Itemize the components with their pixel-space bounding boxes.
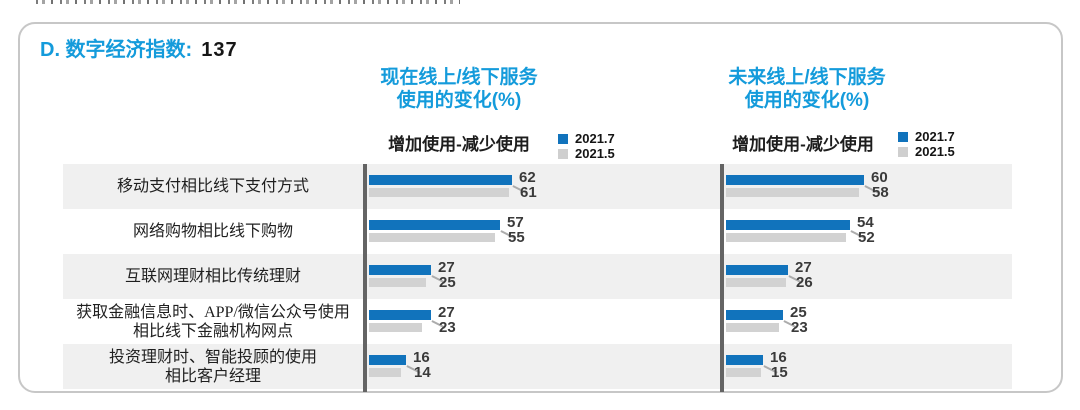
value-label-2021-7: 27 (438, 304, 455, 321)
value-label-2021-7: 16 (770, 349, 787, 366)
bar-2021-5 (369, 188, 509, 197)
bar-2021-5 (726, 233, 846, 242)
bar-2021-5 (369, 233, 495, 242)
value-label-2021-7: 54 (857, 214, 874, 231)
value-label-2021-5: 23 (439, 319, 456, 336)
row-band (63, 164, 1012, 209)
series-2021-5-swatch (898, 146, 908, 157)
left-chart-title-line2: 使用的变化(%) (396, 90, 522, 111)
value-label-2021-5: 23 (791, 319, 808, 336)
series-2021-7-swatch (558, 133, 568, 144)
clipped-text-remnant (36, 0, 460, 4)
category-labels: 移动支付相比线下支付方式 网络购物相比线下购物 互联网理财相比传统理财获取金融信息时… (63, 164, 363, 389)
category-label-line: 获取金融信息时、APP/微信公众号使用 (76, 303, 350, 321)
bar-2021-7 (726, 175, 864, 185)
legend-item: 2021.5 (898, 144, 1008, 159)
right-axis-label: 增加使用-减少使用 (732, 135, 874, 154)
legend-label: 2021.5 (915, 144, 955, 159)
category-label-line: 相比线下金融机构网点 (132, 322, 293, 340)
value-label-2021-7: 27 (438, 259, 455, 276)
bar-2021-5 (726, 278, 786, 287)
bar-2021-5 (726, 368, 761, 377)
right-chart-axis (720, 164, 724, 392)
right-legend: 2021.7 2021.5 (898, 129, 1008, 159)
value-label-2021-5: 52 (858, 229, 875, 246)
category-label-line: 相比客户经理 (164, 367, 261, 385)
legend-label: 2021.5 (575, 146, 615, 161)
value-label-2021-7: 62 (519, 169, 536, 186)
category-label: 网络购物相比线下购物 (63, 209, 363, 254)
series-2021-7-swatch (898, 131, 908, 142)
category-label: 获取金融信息时、APP/微信公众号使用 相比线下金融机构网点 (63, 299, 363, 344)
legend-label: 2021.7 (915, 129, 955, 144)
category-label-line: 网络购物相比线下购物 (132, 223, 293, 240)
legend-item: 2021.7 (558, 131, 668, 146)
value-label-2021-7: 60 (871, 169, 888, 186)
series-2021-5-swatch (558, 148, 568, 159)
value-label-2021-5: 14 (414, 364, 431, 381)
value-label-2021-5: 26 (796, 274, 813, 291)
left-chart-plot: 62 61 57 55 27 25 27 23 16 14 (369, 164, 674, 389)
left-axis-label: 增加使用-减少使用 (388, 135, 530, 154)
row-band (63, 344, 1012, 389)
legend-item: 2021.7 (898, 129, 1008, 144)
category-label-line: 移动支付相比线下支付方式 (116, 178, 309, 195)
bar-2021-7 (726, 355, 763, 365)
bar-2021-7 (369, 265, 431, 275)
category-label: 移动支付相比线下支付方式 (63, 164, 363, 209)
value-label-2021-7: 57 (507, 214, 524, 231)
chart-card: D. 数字经济指数: 137 现在线上/线下服务 使用的变化(%) 未来线上/线… (18, 22, 1063, 393)
bar-2021-5 (369, 278, 426, 287)
page-title-label: D. 数字经济指数: (40, 39, 193, 61)
right-chart-plot: 60 58 54 52 27 26 25 23 16 15 (726, 164, 1031, 389)
bar-2021-7 (726, 310, 783, 320)
row-band (63, 299, 1012, 344)
category-label-line: 投资理财时、智能投顾的使用 (108, 348, 317, 366)
bar-2021-7 (369, 220, 500, 230)
category-label: 投资理财时、智能投顾的使用 相比客户经理 (63, 344, 363, 389)
bar-2021-7 (369, 175, 512, 185)
legend-item: 2021.5 (558, 146, 668, 161)
bar-2021-7 (369, 310, 431, 320)
value-label-2021-5: 55 (508, 229, 525, 246)
right-chart-title-line2: 使用的变化(%) (744, 90, 870, 111)
bar-2021-5 (726, 188, 859, 197)
value-label-2021-5: 61 (520, 184, 537, 201)
bar-2021-5 (726, 323, 779, 332)
category-label: 互联网理财相比传统理财 (63, 254, 363, 299)
value-label-2021-5: 25 (439, 274, 456, 291)
bar-2021-7 (369, 355, 406, 365)
left-chart-axis (363, 164, 367, 392)
value-label-2021-5: 58 (872, 184, 889, 201)
left-chart-title-line1: 现在线上/线下服务 (380, 67, 538, 88)
value-label-2021-7: 25 (790, 304, 807, 321)
legend-label: 2021.7 (575, 131, 615, 146)
right-chart-title-line1: 未来线上/线下服务 (728, 67, 886, 88)
bar-2021-5 (369, 323, 422, 332)
page-title-value: 137 (201, 39, 238, 61)
left-chart-title: 现在线上/线下服务 使用的变化(%) (334, 66, 584, 112)
category-label-line: 互联网理财相比传统理财 (124, 268, 301, 285)
value-label-2021-7: 27 (795, 259, 812, 276)
page-title: D. 数字经济指数: 137 (40, 33, 238, 62)
value-label-2021-5: 15 (771, 364, 788, 381)
bar-2021-5 (369, 368, 401, 377)
bar-2021-7 (726, 265, 788, 275)
left-legend: 2021.7 2021.5 (558, 131, 668, 161)
bar-2021-7 (726, 220, 850, 230)
value-label-2021-7: 16 (413, 349, 430, 366)
row-band (63, 254, 1012, 299)
right-chart-title: 未来线上/线下服务 使用的变化(%) (682, 66, 932, 112)
